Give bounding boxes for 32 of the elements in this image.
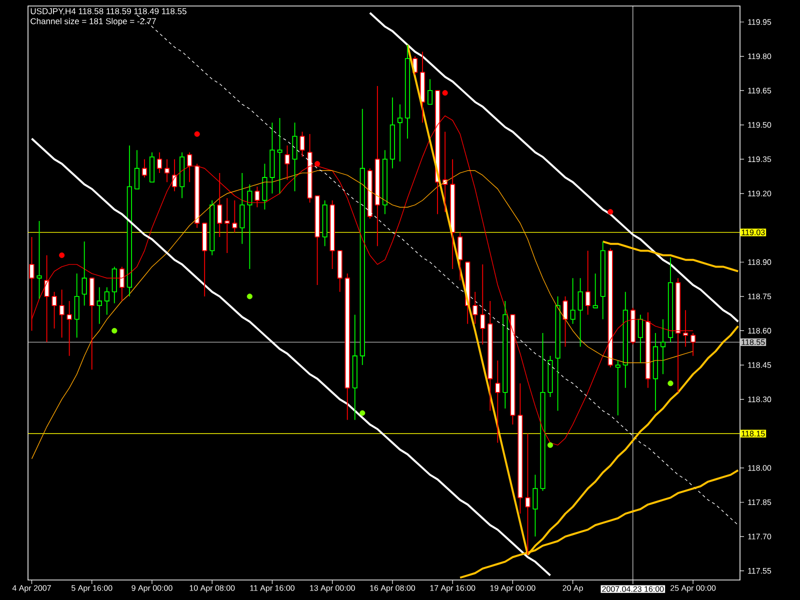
x-tick-label: 4 Apr 2007 bbox=[12, 585, 51, 592]
x-tick-label: 9 Apr 00:00 bbox=[132, 585, 172, 592]
y-tick-label: 119.65 bbox=[748, 88, 772, 94]
y-tick-label: 117.70 bbox=[748, 534, 772, 540]
x-tick-label: 10 Apr 08:00 bbox=[190, 585, 235, 592]
x-tick-label: 19 Apr 00:00 bbox=[490, 585, 536, 592]
x-tick-label: 25 Apr 00:00 bbox=[670, 585, 716, 592]
y-tick-label: 118.30 bbox=[748, 396, 772, 402]
y-tick-label: 117.55 bbox=[748, 568, 772, 574]
x-tick-label: 20 Ap bbox=[562, 585, 583, 592]
ref-line-label: 118.15 bbox=[742, 430, 765, 436]
x-tick-label: 2007.04.23 16:00 bbox=[602, 586, 664, 592]
y-tick-label: 118.60 bbox=[748, 328, 772, 334]
y-tick-label: 119.20 bbox=[748, 190, 772, 196]
y-tick-label: 119.35 bbox=[748, 156, 772, 162]
y-tick-label: 119.95 bbox=[748, 19, 772, 25]
y-tick-label: 117.85 bbox=[748, 499, 772, 506]
ref-line-label: 118.55 bbox=[742, 339, 765, 345]
y-tick-label: 118.45 bbox=[748, 362, 772, 368]
x-tick-label: 13 Apr 00:00 bbox=[310, 585, 355, 592]
chart-title: USDJPY,H4 118.58 118.59 118.49 118.55 bbox=[30, 8, 186, 16]
x-tick-label: 17 Apr 16:00 bbox=[430, 585, 476, 592]
x-tick-label: 11 Apr 16:00 bbox=[250, 585, 295, 592]
y-tick-label: 118.75 bbox=[748, 294, 772, 300]
y-tick-label: 119.50 bbox=[748, 122, 772, 128]
y-tick-label: 118.00 bbox=[748, 465, 772, 471]
text: Channel size = 181 Slope = -2.77 bbox=[30, 18, 156, 26]
x-tick-label: 16 Apr 08:00 bbox=[370, 585, 416, 592]
y-tick-label: 118.90 bbox=[748, 259, 772, 265]
y-tick-label: 119.80 bbox=[748, 53, 772, 60]
x-tick-label: 5 Apr 16:00 bbox=[72, 585, 112, 592]
ref-line-label: 119.03 bbox=[742, 230, 765, 236]
